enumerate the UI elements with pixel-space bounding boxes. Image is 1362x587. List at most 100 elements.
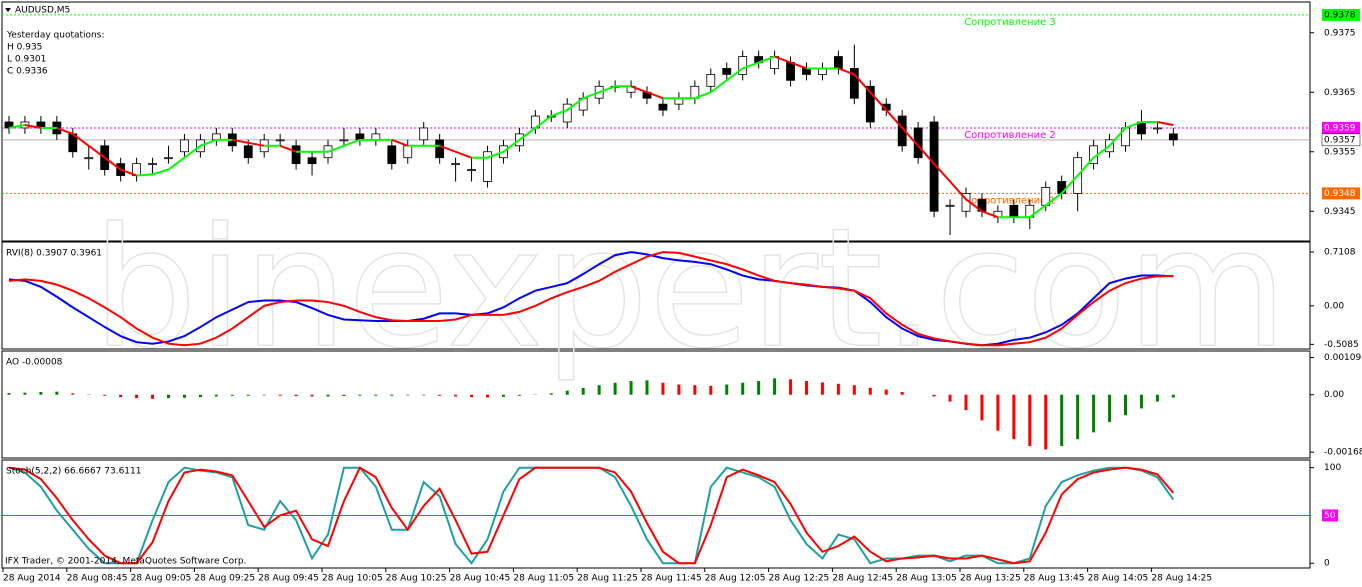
x-tick-label: 28 Aug 09:45 [258, 574, 319, 584]
x-tick-label: 28 Aug 12:25 [769, 574, 830, 584]
chart-title: AUDUSD,M5 [15, 6, 70, 16]
candle-body [467, 169, 476, 172]
candle-body [275, 139, 285, 142]
moving-average [630, 85, 664, 100]
moving-average [662, 55, 775, 100]
candle-body [849, 68, 859, 99]
x-tick-label: 28 Aug 12:45 [832, 574, 893, 584]
level-label: Сопротивление 2 [964, 130, 1056, 141]
panel-frame [1, 350, 1311, 459]
y-tick-label: 0 [1324, 559, 1330, 569]
moving-average [774, 55, 807, 70]
candle-body [1009, 204, 1019, 218]
y-tick-label: 0.9375 [1324, 28, 1356, 38]
y-tick-label: -0.00168 [1324, 448, 1362, 458]
candle-body [291, 145, 301, 165]
candle-body [1168, 133, 1178, 141]
x-tick-label: 28 Aug 12:05 [705, 574, 766, 584]
y-tick-label: 0.00 [1324, 301, 1344, 311]
moving-average [24, 123, 42, 129]
y-tick-label: -0.5085 [1324, 340, 1359, 350]
candle-body [339, 139, 349, 142]
candle-body [1153, 127, 1162, 130]
candle-body [164, 157, 173, 160]
indicator-title: RVI(8) 0.3907 0.3961 [6, 249, 102, 259]
y-tick-label: 0.9365 [1324, 88, 1356, 98]
x-tick-label: 28 Aug 08:45 [67, 574, 128, 584]
x-tick-label: 28 Aug 13:25 [960, 574, 1021, 584]
level-price: 0.9348 [1324, 189, 1356, 199]
x-tick-label: 28 Aug 10:25 [386, 574, 447, 584]
candle-body [945, 204, 955, 207]
candle-body [929, 121, 939, 212]
level-price-box [1322, 121, 1360, 134]
candle-body [913, 127, 923, 159]
price-label: 0.9357 [1324, 135, 1356, 145]
y-tick-label: 0.00 [1324, 390, 1344, 400]
panel-frame [1, 1, 1311, 242]
moving-average [136, 138, 233, 177]
candle-body [243, 145, 253, 159]
indicator-line [8, 466, 1175, 565]
level-price-box [1322, 8, 1360, 21]
level-price: 0.9359 [1324, 123, 1356, 133]
annotation: Yesterday quotations: [6, 31, 104, 41]
candle-body [786, 62, 795, 81]
moving-average [1157, 121, 1174, 126]
candle-body [180, 139, 189, 153]
y-tick-label: 0.9355 [1324, 147, 1356, 157]
x-tick-label: 28 Aug 13:45 [1024, 574, 1085, 584]
y-tick-label: 100 [1324, 463, 1341, 473]
indicator-title: AO -0.00008 [6, 358, 63, 368]
level-box [1322, 509, 1338, 522]
x-tick-label: 28 Aug 11:05 [513, 574, 574, 584]
moving-average [296, 138, 392, 153]
candle-body [834, 56, 843, 69]
level-price-box [1322, 187, 1360, 200]
x-tick-label: 28 Aug 11:25 [577, 574, 638, 584]
indicator-line [8, 251, 1174, 347]
level-label: Сопротивление 1 [964, 195, 1056, 206]
moving-average [391, 138, 409, 147]
y-tick-label: 0.9345 [1324, 207, 1356, 217]
candle-body [435, 139, 445, 159]
x-tick-label: 28 Aug 14:05 [1088, 574, 1149, 584]
x-tick-label: 28 Aug 11:45 [641, 574, 702, 584]
copyright: IFX Trader, © 2001-2014, MetaQuotes Soft… [5, 557, 246, 567]
candle-body [738, 56, 748, 75]
candle-body [403, 145, 413, 159]
annotation: C 0.9336 [7, 67, 48, 77]
menu-triangle [5, 8, 11, 12]
panel-frame [1, 459, 1311, 569]
candle-body [483, 151, 492, 182]
moving-average [8, 123, 26, 129]
level-price: 0.9378 [1324, 10, 1356, 20]
level-label: 50 [1324, 511, 1336, 521]
moving-average [997, 121, 1158, 219]
y-tick-label: 0.00109 [1324, 353, 1361, 363]
moving-average [838, 67, 999, 219]
candle-body [148, 163, 157, 166]
candle-body [419, 127, 429, 141]
candle-body [387, 145, 397, 165]
moving-average [439, 144, 472, 159]
annotation: L 0.9301 [7, 55, 46, 65]
watermark: binexpert.com [92, 192, 1287, 384]
x-tick-label: 28 Aug 14:25 [1151, 574, 1212, 584]
panel-frame [1, 241, 1311, 350]
moving-average [56, 127, 137, 177]
candle-body [562, 103, 572, 123]
x-tick-label: 28 Aug 09:25 [194, 574, 255, 584]
candle-body [451, 163, 461, 166]
candle-body [722, 68, 732, 75]
x-tick-label: 28 Aug 09:05 [131, 574, 192, 584]
candle-body [84, 157, 94, 160]
x-tick-label: 28 Aug 10:05 [322, 574, 383, 584]
moving-average [279, 144, 297, 153]
moving-average [232, 138, 265, 147]
x-tick-label: 28 Aug 2014 [3, 574, 61, 584]
y-tick-label: 0.7108 [1324, 248, 1356, 258]
level-label: Сопротивление 3 [964, 17, 1056, 28]
x-tick-label: 28 Aug 10:45 [450, 574, 511, 584]
